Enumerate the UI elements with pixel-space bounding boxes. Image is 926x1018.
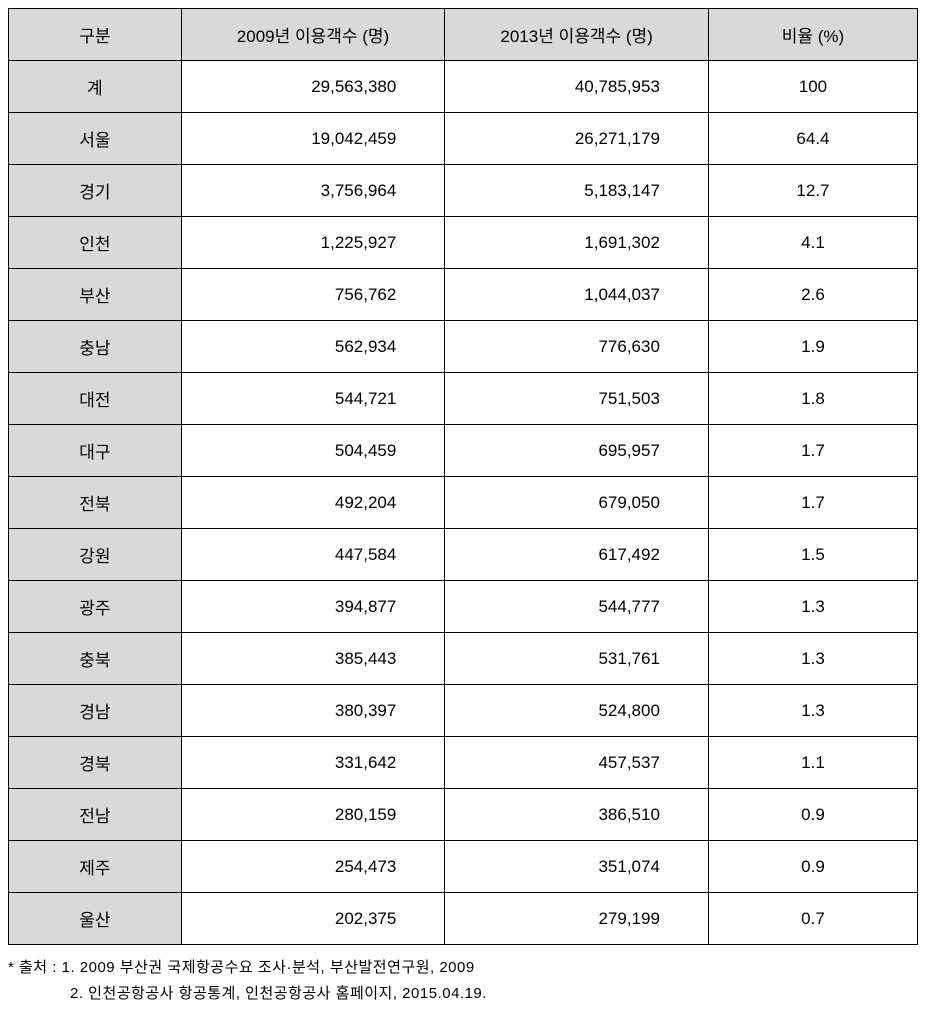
cell-pct: 2.6 (708, 269, 917, 321)
table-row: 계29,563,38040,785,953100 (9, 61, 918, 113)
table-row: 대전544,721751,5031.8 (9, 373, 918, 425)
cell-2013: 679,050 (445, 477, 709, 529)
cell-2009: 562,934 (181, 321, 445, 373)
row-label: 전남 (9, 789, 182, 841)
cell-2009: 19,042,459 (181, 113, 445, 165)
table-row: 부산756,7621,044,0372.6 (9, 269, 918, 321)
table-container: 구분 2009년 이용객수 (명) 2013년 이용객수 (명) 비율 (%) … (8, 8, 918, 1006)
cell-2013: 1,691,302 (445, 217, 709, 269)
cell-2009: 492,204 (181, 477, 445, 529)
row-label: 경기 (9, 165, 182, 217)
cell-pct: 1.5 (708, 529, 917, 581)
cell-2013: 524,800 (445, 685, 709, 737)
cell-2013: 457,537 (445, 737, 709, 789)
cell-2009: 1,225,927 (181, 217, 445, 269)
cell-pct: 0.9 (708, 789, 917, 841)
table-row: 강원447,584617,4921.5 (9, 529, 918, 581)
cell-pct: 0.9 (708, 841, 917, 893)
footnote: * 출처 : 1. 2009 부산권 국제항공수요 조사·분석, 부산발전연구원… (8, 955, 918, 1006)
table-row: 충남562,934776,6301.9 (9, 321, 918, 373)
cell-2009: 504,459 (181, 425, 445, 477)
table-row: 서울19,042,45926,271,17964.4 (9, 113, 918, 165)
row-label: 계 (9, 61, 182, 113)
footnote-line1: * 출처 : 1. 2009 부산권 국제항공수요 조사·분석, 부산발전연구원… (8, 955, 918, 981)
table-row: 충북385,443531,7611.3 (9, 633, 918, 685)
cell-pct: 1.9 (708, 321, 917, 373)
row-label: 광주 (9, 581, 182, 633)
col-header-2009: 2009년 이용객수 (명) (181, 9, 445, 61)
table-row: 광주394,877544,7771.3 (9, 581, 918, 633)
cell-2009: 29,563,380 (181, 61, 445, 113)
table-row: 인천1,225,9271,691,3024.1 (9, 217, 918, 269)
row-label: 인천 (9, 217, 182, 269)
cell-2013: 5,183,147 (445, 165, 709, 217)
row-label: 제주 (9, 841, 182, 893)
col-header-pct: 비율 (%) (708, 9, 917, 61)
cell-pct: 1.3 (708, 633, 917, 685)
table-row: 경남380,397524,8001.3 (9, 685, 918, 737)
row-label: 대전 (9, 373, 182, 425)
cell-pct: 100 (708, 61, 917, 113)
cell-2009: 394,877 (181, 581, 445, 633)
row-label: 경북 (9, 737, 182, 789)
col-header-2013: 2013년 이용객수 (명) (445, 9, 709, 61)
table-row: 울산202,375279,1990.7 (9, 893, 918, 945)
cell-2013: 351,074 (445, 841, 709, 893)
cell-2009: 447,584 (181, 529, 445, 581)
row-label: 충남 (9, 321, 182, 373)
row-label: 경남 (9, 685, 182, 737)
cell-2009: 254,473 (181, 841, 445, 893)
header-row: 구분 2009년 이용객수 (명) 2013년 이용객수 (명) 비율 (%) (9, 9, 918, 61)
cell-2009: 756,762 (181, 269, 445, 321)
cell-pct: 1.8 (708, 373, 917, 425)
cell-2009: 3,756,964 (181, 165, 445, 217)
cell-2013: 617,492 (445, 529, 709, 581)
cell-pct: 12.7 (708, 165, 917, 217)
cell-2013: 695,957 (445, 425, 709, 477)
cell-pct: 0.7 (708, 893, 917, 945)
row-label: 충북 (9, 633, 182, 685)
table-row: 경기3,756,9645,183,14712.7 (9, 165, 918, 217)
cell-pct: 64.4 (708, 113, 917, 165)
table-row: 전남280,159386,5100.9 (9, 789, 918, 841)
cell-2013: 751,503 (445, 373, 709, 425)
cell-2013: 279,199 (445, 893, 709, 945)
cell-2013: 26,271,179 (445, 113, 709, 165)
row-label: 부산 (9, 269, 182, 321)
row-label: 전북 (9, 477, 182, 529)
cell-2009: 280,159 (181, 789, 445, 841)
cell-pct: 1.1 (708, 737, 917, 789)
table-row: 전북492,204679,0501.7 (9, 477, 918, 529)
cell-pct: 1.7 (708, 477, 917, 529)
row-label: 대구 (9, 425, 182, 477)
cell-2013: 386,510 (445, 789, 709, 841)
cell-2009: 380,397 (181, 685, 445, 737)
cell-2013: 544,777 (445, 581, 709, 633)
cell-pct: 1.3 (708, 685, 917, 737)
cell-2009: 385,443 (181, 633, 445, 685)
footnote-line2: 2. 인천공항공사 항공통계, 인천공항공사 홈페이지, 2015.04.19. (8, 981, 918, 1007)
table-row: 경북331,642457,5371.1 (9, 737, 918, 789)
col-header-category: 구분 (9, 9, 182, 61)
row-label: 울산 (9, 893, 182, 945)
cell-2013: 1,044,037 (445, 269, 709, 321)
table-head: 구분 2009년 이용객수 (명) 2013년 이용객수 (명) 비율 (%) (9, 9, 918, 61)
cell-2013: 40,785,953 (445, 61, 709, 113)
cell-2009: 331,642 (181, 737, 445, 789)
cell-2009: 544,721 (181, 373, 445, 425)
cell-pct: 1.7 (708, 425, 917, 477)
table-row: 대구504,459695,9571.7 (9, 425, 918, 477)
table-body: 계29,563,38040,785,953100서울19,042,45926,2… (9, 61, 918, 945)
cell-2013: 531,761 (445, 633, 709, 685)
data-table: 구분 2009년 이용객수 (명) 2013년 이용객수 (명) 비율 (%) … (8, 8, 918, 945)
row-label: 강원 (9, 529, 182, 581)
cell-pct: 4.1 (708, 217, 917, 269)
row-label: 서울 (9, 113, 182, 165)
table-row: 제주254,473351,0740.9 (9, 841, 918, 893)
cell-2009: 202,375 (181, 893, 445, 945)
cell-pct: 1.3 (708, 581, 917, 633)
cell-2013: 776,630 (445, 321, 709, 373)
